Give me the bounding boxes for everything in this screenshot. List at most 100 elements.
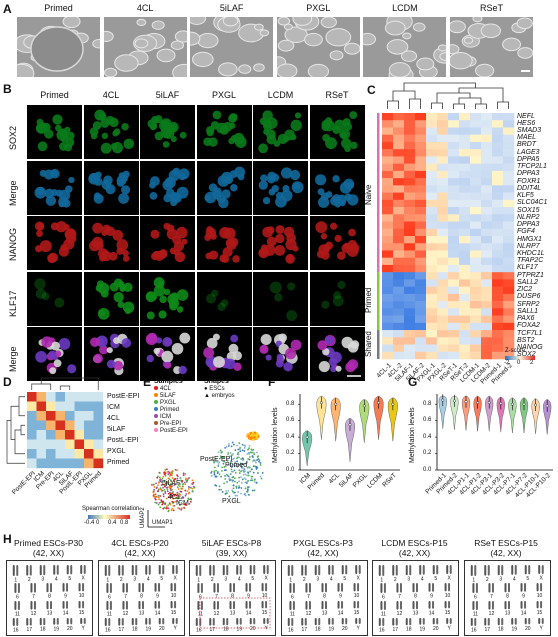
umap-svg — [147, 431, 264, 528]
chromosome-number: 4 — [512, 576, 515, 582]
gene-name: FGF4 — [517, 228, 535, 236]
fluorescence-image — [253, 216, 308, 270]
chromosome-number: 12 — [397, 611, 403, 617]
chromosome-number: 1 — [472, 578, 475, 584]
fluorescence-image — [27, 327, 82, 381]
chromosome-number: 12 — [31, 611, 37, 617]
panel-label-c: C — [367, 83, 376, 97]
gene-name: ZIC2 — [517, 286, 533, 294]
shapes-legend-title: Shapes — [204, 378, 229, 385]
chromosome-number: 14 — [154, 610, 160, 616]
chromosome-number: 7 — [215, 594, 218, 600]
gene-name: SOX15 — [517, 206, 540, 214]
fluorescence-image — [27, 105, 82, 159]
karyotype-count: (42, XX) — [32, 548, 65, 558]
chromosome-number: 7 — [398, 594, 401, 600]
chromosome-number: 13 — [230, 611, 236, 617]
chromosome-number: X — [356, 576, 360, 582]
shapes-legend-item: ▲ embryos — [204, 393, 235, 399]
chromosome-number: 3 — [499, 577, 502, 583]
gene-name: NLRP7 — [517, 242, 540, 250]
row-label: Merge — [8, 179, 18, 206]
gene-name: DUSP6 — [517, 293, 541, 301]
chromosome-number: 2 — [211, 577, 214, 583]
chromosome-number: 10 — [536, 593, 542, 599]
y-tick: 0.0 — [423, 466, 432, 473]
legend-title: Z-score — [505, 348, 526, 354]
shapes-legend-item: ● ESCs — [204, 386, 225, 392]
chromosome-number: 1 — [289, 578, 292, 584]
condition-label: 4CL — [102, 90, 120, 100]
gene-name: NANOG — [517, 344, 543, 352]
chromosome-number: 7 — [490, 594, 493, 600]
chromosome-number: Y — [82, 626, 86, 632]
gene-group-label: Shared — [364, 330, 373, 357]
chromosome-number: 7 — [32, 594, 35, 600]
gene-name: SFRP2 — [517, 300, 540, 308]
y-tick: 0.6 — [423, 417, 432, 424]
chromosome-number: 6 — [108, 595, 111, 601]
karyotype-box: 1 2 3 4 5 X 6 7 8 9 10 11 12 13 14 15 16 17 18 19 20 Y — [280, 560, 368, 636]
chromosome-number: Y — [539, 626, 543, 632]
samples-legend-item: 4CL — [154, 386, 171, 393]
violin-svg — [298, 394, 400, 471]
samples-legend-title: Samples — [154, 378, 183, 385]
cluster-label: 5iLAF — [162, 480, 181, 487]
karyotype-count: (42, XX) — [490, 548, 522, 558]
fluorescence-image — [140, 105, 195, 159]
karyotype-count: (42, XX) — [124, 548, 156, 558]
fluorescence-image — [309, 105, 365, 159]
chromosome-number: 17 — [26, 627, 32, 633]
chromosome-number: 8 — [414, 594, 417, 600]
correlation-svg — [6, 377, 130, 519]
fluorescence-image — [140, 216, 195, 270]
row-dendrogram — [6, 377, 99, 464]
fluorescence-image — [140, 327, 195, 381]
chromosome-number: X — [82, 576, 86, 582]
phase-image — [450, 17, 533, 77]
karyotype-box: 1 2 3 4 5 X 6 7 8 9 10 11 12 13 14 15 16 17 18 19 20 Y — [463, 560, 551, 636]
chromosome-number: X — [265, 576, 269, 582]
chromosome-number: 1 — [197, 578, 200, 584]
row-label: Primed — [107, 458, 130, 466]
gene-list: NEFL HES6 SMAD3 MAEL BRDT LAGE3 DPPA5 TFCP2L1 DP… — [517, 113, 557, 359]
condition-label: LCDM — [392, 3, 418, 13]
row-label: Merge — [8, 346, 18, 372]
chromosome-number: 16 — [379, 628, 385, 634]
chromosome-number: 13 — [321, 611, 327, 617]
chromosome-number: 12 — [305, 611, 311, 617]
fluorescence-image — [309, 160, 365, 215]
panel-label-e: E — [143, 375, 152, 389]
gene-name: DPPA5 — [517, 155, 540, 163]
gene-name: SALL2 — [517, 278, 539, 286]
chromosome-number: 15 — [353, 610, 359, 616]
chromosome-number: 11 — [289, 612, 294, 618]
legend-title: Spearman correlation — [82, 506, 140, 512]
row-label: PostE-EPI — [107, 393, 140, 401]
chromosome-number: 5 — [434, 576, 437, 582]
chromosome-number: 9 — [247, 593, 250, 599]
chromosome-number: 16 — [13, 628, 19, 634]
legend-swatch — [154, 386, 158, 390]
chromosome-number: 8 — [506, 594, 509, 600]
fluorescence-image — [253, 327, 308, 381]
condition-label: RSeT — [325, 90, 349, 100]
chromosome-number: 12 — [214, 611, 220, 617]
chromosome-number: 19 — [53, 626, 59, 632]
chromosome-number: 2 — [485, 577, 488, 583]
karyotype-count: (42, XX) — [307, 548, 339, 558]
chromosome-number: 20 — [524, 626, 530, 632]
chromosome-number: 16 — [104, 628, 110, 634]
y-axis-label: Methylation levels — [409, 407, 416, 463]
y-tick: 0.4 — [286, 433, 295, 440]
chromosome-number: 5 — [160, 576, 163, 582]
fluorescence-image — [196, 327, 252, 381]
y-tick: 0.8 — [423, 400, 432, 407]
chromosome-number: X — [173, 576, 177, 582]
phase-image — [103, 17, 187, 77]
chromosome-number: 9 — [339, 593, 342, 599]
legend-label: PostE-EPI — [160, 428, 188, 434]
chromosome-number: 19 — [419, 626, 425, 632]
chromosome-number: 18 — [314, 627, 320, 633]
condition-label: PXGL — [211, 90, 236, 100]
